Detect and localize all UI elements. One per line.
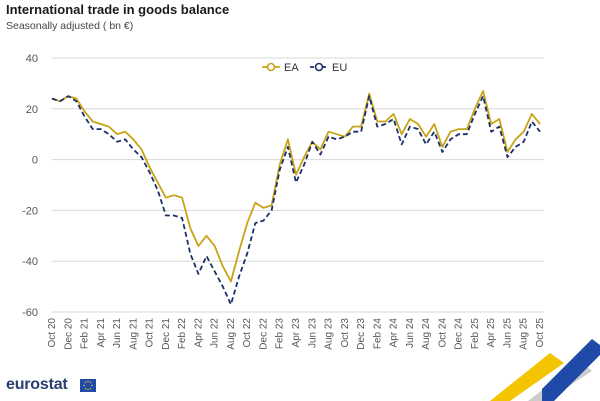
x-tick-label: Jun 25 (502, 318, 513, 348)
decorative-corner-graphic (490, 339, 600, 401)
legend-marker-eu (314, 62, 324, 72)
x-tick-label: Oct 25 (535, 318, 546, 348)
x-tick-label: Jun 22 (210, 318, 221, 348)
chart-title: International trade in goods balance (6, 2, 230, 17)
x-tick-label: Apr 21 (96, 318, 107, 348)
x-tick-label: Aug 21 (128, 318, 139, 350)
x-tick-label: Aug 24 (421, 318, 432, 350)
x-tick-label: Dec 22 (258, 318, 269, 350)
x-tick-label: Dec 23 (356, 318, 367, 350)
x-tick-label: Aug 23 (324, 318, 335, 350)
y-tick-label: 20 (26, 104, 38, 116)
x-tick-label: Apr 22 (193, 318, 204, 348)
x-tick-label: Apr 24 (389, 318, 400, 348)
y-tick-label: 40 (26, 53, 38, 65)
x-tick-label: Dec 20 (63, 318, 74, 350)
eu-flag-icon (80, 379, 96, 392)
y-tick-label: -40 (22, 256, 38, 268)
x-tick-label: Aug 22 (226, 318, 237, 350)
x-tick-label: Apr 25 (486, 318, 497, 348)
y-tick-label: -20 (22, 205, 38, 217)
x-tick-label: Jun 24 (405, 318, 416, 348)
legend-label-ea: EA (284, 62, 299, 74)
x-tick-label: Oct 22 (242, 318, 253, 348)
x-tick-label: Jun 23 (307, 318, 318, 348)
x-tick-label: Oct 24 (437, 318, 448, 348)
x-tick-label: Feb 24 (372, 318, 383, 350)
eurostat-logo: eurostat (6, 376, 68, 393)
series-line-eu (51, 95, 541, 306)
chart-subtitle: Seasonally adjusted ( bn €) (6, 20, 134, 32)
y-tick-label: 0 (32, 155, 38, 167)
x-tick-label: Feb 21 (80, 318, 91, 350)
x-tick-label: Feb 22 (177, 318, 188, 350)
x-tick-label: Aug 25 (519, 318, 530, 350)
series-line-ea (51, 90, 541, 283)
x-tick-label: Apr 23 (291, 318, 302, 348)
x-tick-label: Oct 23 (340, 318, 351, 348)
legend-label-eu: EU (332, 62, 347, 74)
x-tick-label: Dec 21 (161, 318, 172, 350)
x-tick-label: Oct 21 (145, 318, 156, 348)
x-tick-label: Oct 20 (47, 318, 58, 348)
legend-marker-ea (266, 62, 276, 72)
x-tick-label: Feb 23 (275, 318, 286, 350)
x-tick-label: Jun 21 (112, 318, 123, 348)
x-tick-label: Feb 25 (470, 318, 481, 350)
y-tick-label: -60 (22, 307, 38, 319)
x-tick-label: Dec 24 (454, 318, 465, 350)
